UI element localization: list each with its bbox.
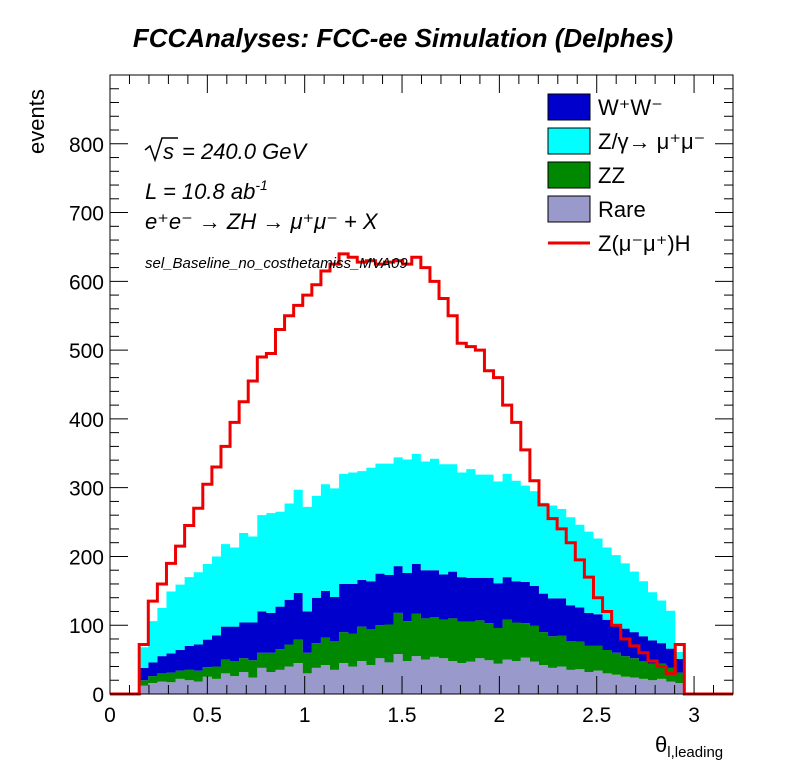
legend-label: Z(μ⁻μ⁺)H (598, 231, 691, 256)
x-axis-ticks: 0 0.5 1 1.5 2 2.5 3 (104, 75, 734, 727)
legend-swatch (547, 195, 591, 223)
y-tick-label: 800 (69, 134, 104, 157)
x-tick-label: 1.5 (387, 704, 416, 727)
stack-w-w- (139, 564, 685, 681)
plot-area: 0 0.5 1 1.5 2 2.5 3 0 100 200 300 400 500 600 700 800 (69, 74, 734, 727)
legend-label: Z/γ→ μ⁺μ⁻ (598, 129, 705, 154)
legend-swatch (547, 161, 591, 189)
legend-swatch (547, 127, 591, 155)
x-axis-label: θl,leading (655, 732, 723, 761)
legend-label: Rare (598, 197, 646, 222)
y-tick-label: 0 (92, 684, 104, 707)
stacked-histograms (139, 453, 685, 694)
process-label: e⁺e⁻ → ZH → μ⁺μ⁻ + X (145, 209, 379, 234)
y-tick-label: 400 (69, 409, 104, 432)
x-tick-label: 0.5 (193, 704, 222, 727)
legend-swatch (547, 93, 591, 121)
stack-zz (139, 612, 685, 686)
y-axis-label: events (24, 89, 49, 154)
x-tick-label: 2.5 (582, 704, 611, 727)
chart-title: FCCAnalyses: FCC-ee Simulation (Delphes) (133, 23, 673, 53)
y-tick-label: 100 (69, 615, 104, 638)
y-axis-ticks: 0 100 200 300 400 500 600 700 800 (69, 74, 733, 707)
x-tick-label: 2 (494, 704, 506, 727)
legend: W⁺W⁻ Z/γ→ μ⁺μ⁻ ZZ Rare Z(μ⁻μ⁺)H (547, 93, 705, 256)
y-tick-label: 700 (69, 203, 104, 226)
sqrt-s-label: = 240.0 GeV (182, 139, 308, 164)
selection-label: sel_Baseline_no_costhetamiss_MVA09 (145, 255, 408, 272)
legend-label: ZZ (598, 163, 625, 188)
x-tick-label: 0 (104, 704, 116, 727)
x-tick-label: 3 (688, 704, 700, 727)
signal-step-line (110, 252, 733, 696)
x-tick-label: 1 (299, 704, 311, 727)
sqrt-s-variable: s (163, 139, 174, 164)
legend-label: W⁺W⁻ (598, 95, 663, 120)
y-tick-label: 300 (69, 478, 104, 501)
y-tick-label: 500 (69, 340, 104, 363)
stack-rare (139, 654, 685, 694)
y-tick-label: 200 (69, 546, 104, 569)
lumi-label: L = 10.8 ab-1 (145, 177, 268, 204)
sqrt-symbol (144, 137, 178, 163)
y-tick-label: 600 (69, 271, 104, 294)
annotations: s = 240.0 GeV L = 10.8 ab-1 e⁺e⁻ → ZH → … (144, 137, 408, 272)
